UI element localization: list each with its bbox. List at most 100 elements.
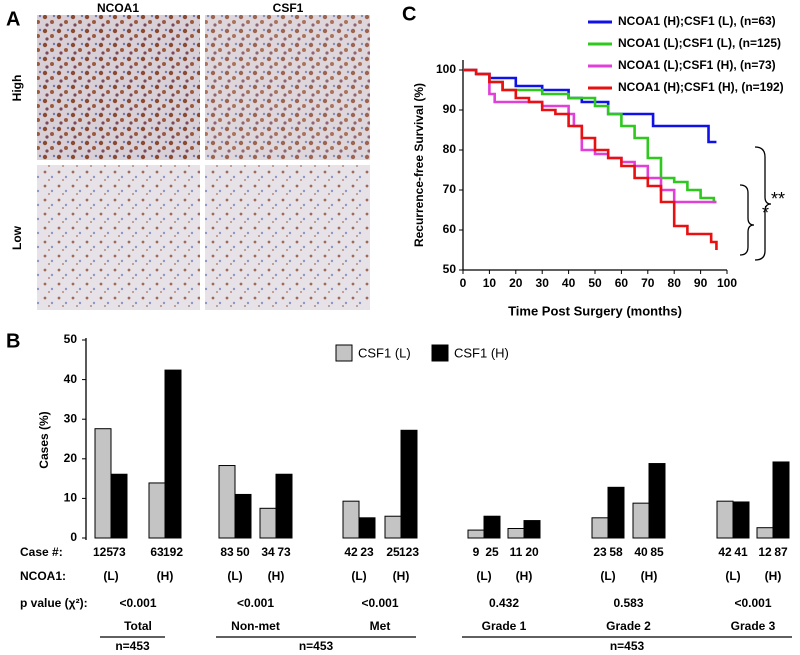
- bar: [400, 429, 418, 539]
- bar: [218, 465, 236, 539]
- x-tick-label: 90: [694, 276, 708, 290]
- case-count: 123: [399, 545, 419, 559]
- category-label: (L): [103, 569, 118, 583]
- case-count: 42: [344, 545, 358, 559]
- sample-size: n=453: [299, 639, 334, 653]
- annotation: **: [771, 189, 785, 209]
- y-tick-label: 80: [443, 142, 457, 156]
- p-value: <0.001: [734, 596, 771, 610]
- sample-size: n=453: [610, 639, 645, 653]
- survival-curve: [463, 68, 718, 250]
- group-name: Grade 3: [731, 619, 776, 633]
- bar: [94, 428, 112, 539]
- category-label: (H): [393, 569, 410, 583]
- y-tick-label: 40: [64, 372, 78, 386]
- case-count: 192: [163, 545, 183, 559]
- x-axis-label: Time Post Surgery (months): [508, 303, 682, 318]
- panel-letter: C: [402, 3, 416, 25]
- legend-label: NCOA1 (L);CSF1 (L), (n=125): [618, 36, 781, 50]
- bar: [275, 473, 293, 539]
- p-value: 0.432: [489, 596, 519, 610]
- category-label: (L): [351, 569, 366, 583]
- y-tick-label: 10: [64, 491, 78, 505]
- bracket: [739, 184, 755, 256]
- y-tick-label: 60: [443, 222, 457, 236]
- group-name: Met: [370, 619, 391, 633]
- y-axis-label: Recurrence-free Survival (%): [412, 83, 426, 247]
- category-label: (H): [641, 569, 658, 583]
- legend-label: CSF1 (H): [454, 345, 509, 360]
- case-count: 85: [650, 545, 664, 559]
- case-count: 20: [525, 545, 539, 559]
- legend-label: CSF1 (L): [358, 345, 411, 360]
- case-count: 23: [593, 545, 607, 559]
- case-count: 23: [360, 545, 374, 559]
- case-count: 12: [758, 545, 772, 559]
- bar: [467, 529, 485, 539]
- case-count: 87: [774, 545, 788, 559]
- case-count: 9: [473, 545, 480, 559]
- row-label: Low: [10, 225, 24, 250]
- bar: [756, 527, 774, 539]
- category-label: (H): [765, 569, 782, 583]
- legend-label: NCOA1 (L);CSF1 (H), (n=73): [618, 58, 776, 72]
- p-value: <0.001: [361, 596, 398, 610]
- case-count: 58: [609, 545, 623, 559]
- bar: [110, 473, 128, 539]
- case-count: 40: [634, 545, 648, 559]
- panel-letter: B: [6, 330, 20, 352]
- panel-b: B Cases (%) Case #: NCOA1: p value (χ²):…: [6, 330, 792, 653]
- case-count: 11: [510, 545, 523, 559]
- x-tick-label: 0: [460, 276, 467, 290]
- y-tick-label: 50: [443, 262, 457, 276]
- bar: [772, 461, 790, 539]
- group-name: Total: [124, 619, 152, 633]
- micrograph: [37, 165, 200, 310]
- p-value: <0.001: [119, 596, 156, 610]
- category-label: (H): [268, 569, 285, 583]
- x-tick-label: 100: [717, 276, 737, 290]
- case-count: 50: [236, 545, 250, 559]
- x-tick-label: 60: [615, 276, 629, 290]
- micrograph: [37, 15, 200, 160]
- x-tick-label: 70: [641, 276, 655, 290]
- legend-swatch: [335, 344, 353, 362]
- case-count: 125: [93, 545, 113, 559]
- p-value: 0.583: [613, 596, 643, 610]
- row-label: Case #:: [20, 545, 63, 559]
- bar: [259, 507, 277, 539]
- micrograph: [205, 15, 370, 160]
- bar: [164, 369, 182, 539]
- case-count: 42: [718, 545, 732, 559]
- case-count: 83: [220, 545, 234, 559]
- row-label: NCOA1:: [20, 569, 66, 583]
- group-name: Non-met: [231, 619, 280, 633]
- row-label: High: [10, 75, 24, 102]
- category-label: (H): [157, 569, 174, 583]
- bar: [483, 515, 501, 539]
- x-tick-label: 30: [536, 276, 550, 290]
- category-label: (L): [227, 569, 242, 583]
- category-label: (L): [725, 569, 740, 583]
- x-tick-label: 10: [483, 276, 497, 290]
- y-tick-label: 100: [436, 62, 456, 76]
- annotation: *: [762, 203, 769, 223]
- y-tick-label: 20: [64, 451, 78, 465]
- bracket: [754, 146, 772, 261]
- x-tick-label: 40: [562, 276, 576, 290]
- y-tick-label: 90: [443, 102, 457, 116]
- case-count: 73: [112, 545, 126, 559]
- bar: [358, 517, 376, 539]
- y-tick-label: 70: [443, 182, 457, 196]
- bar: [234, 493, 252, 539]
- group-name: Grade 1: [482, 619, 527, 633]
- legend-label: NCOA1 (H);CSF1 (H), (n=192): [618, 80, 784, 94]
- category-label: (L): [476, 569, 491, 583]
- x-tick-label: 80: [668, 276, 682, 290]
- bar: [632, 502, 650, 539]
- p-value: <0.001: [237, 596, 274, 610]
- y-tick-label: 30: [64, 411, 78, 425]
- bar: [507, 527, 525, 539]
